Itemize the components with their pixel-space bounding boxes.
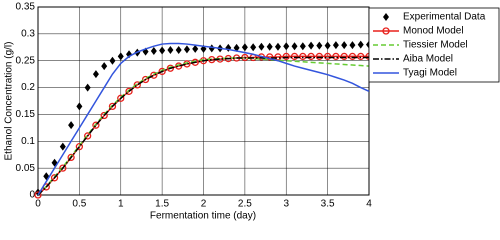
data-point [108,102,117,111]
y-tick-label: 0.1 [21,136,35,147]
x-tick-label: 0 [35,199,41,210]
data-point [349,41,356,50]
chart: Fermentation time (day) Ethanol Concentr… [4,2,500,222]
x-tick-label: 4 [366,199,372,210]
data-point [299,52,307,61]
data-point [117,94,125,102]
data-point [291,42,298,51]
x-tick-label: 3.5 [321,199,335,210]
y-tick-label: 0.15 [16,109,36,120]
data-point [117,52,124,61]
plot-frame [37,6,370,196]
data-point [59,164,67,172]
data-point [341,41,348,50]
data-point [274,42,281,51]
legend-marker [383,13,389,21]
data-point [175,45,182,54]
data-point [225,43,232,52]
data-point [92,70,99,79]
data-point [150,47,157,56]
legend-label: Aiba Model [403,54,453,65]
x-tick-label: 1.5 [155,199,169,210]
y-tick-label: 0.2 [21,82,35,93]
data-point [332,52,340,61]
data-point [166,64,175,72]
data-point [308,41,315,50]
x-tick-label: 1 [118,199,124,210]
data-point [315,52,324,61]
y-tick-label: 0.25 [16,55,36,66]
x-axis-label: Fermentation time (day) [150,211,256,222]
legend: Experimental Data Monod Model Tiessier Mod… [368,7,500,83]
x-tick-label: 2.5 [238,199,252,210]
series-line [37,57,370,196]
x-tick-label: 3 [283,199,289,210]
data-point [282,52,290,61]
x-tick-label: 2 [201,199,207,210]
data-point [150,71,158,79]
data-point [316,41,323,50]
data-point [133,81,141,89]
legend-label: Monod Model [403,26,464,37]
y-tick-label: 0 [29,190,35,201]
data-point [125,87,133,95]
data-point [258,42,265,51]
data-point [266,42,273,51]
legend-label: Tyagi Model [403,68,457,79]
data-point [76,102,83,111]
data-point [283,42,290,51]
data-point [167,45,174,54]
data-point [357,52,365,61]
series-line [37,42,370,196]
y-axis-label: Ethanol Concentration (g/l) [4,42,15,161]
data-point [101,62,108,71]
data-point [158,67,166,76]
data-point [50,174,59,182]
data-point [348,52,357,61]
data-point [84,83,91,92]
data-point [323,52,332,61]
legend-marker [382,27,390,35]
legend-label: Tiessier Model [403,40,468,51]
x-tick-label: 0.5 [72,199,86,210]
data-point [299,42,306,51]
series-line [37,56,369,196]
y-tick-label: 0.05 [16,163,36,174]
data-point [250,43,257,52]
data-point [233,43,240,52]
legend-label: Experimental Data [403,12,486,23]
data-point [68,121,75,130]
data-point [340,52,348,61]
data-point [208,44,215,53]
data-point [332,41,339,50]
data-point [34,191,42,199]
y-tick-label: 0.35 [16,2,36,13]
data-point [75,143,84,151]
data-point [241,43,248,52]
data-point [324,41,331,50]
data-point [109,56,116,65]
data-point [100,111,108,120]
data-point [84,132,92,140]
data-point [290,52,299,61]
data-point [307,52,315,61]
data-point [67,153,75,162]
y-tick-label: 0.3 [21,28,35,39]
data-point [159,46,166,55]
data-point [357,40,364,49]
data-point [192,44,199,53]
data-point [266,53,274,61]
data-point [92,121,100,129]
data-point [59,142,66,151]
data-point [183,45,190,54]
